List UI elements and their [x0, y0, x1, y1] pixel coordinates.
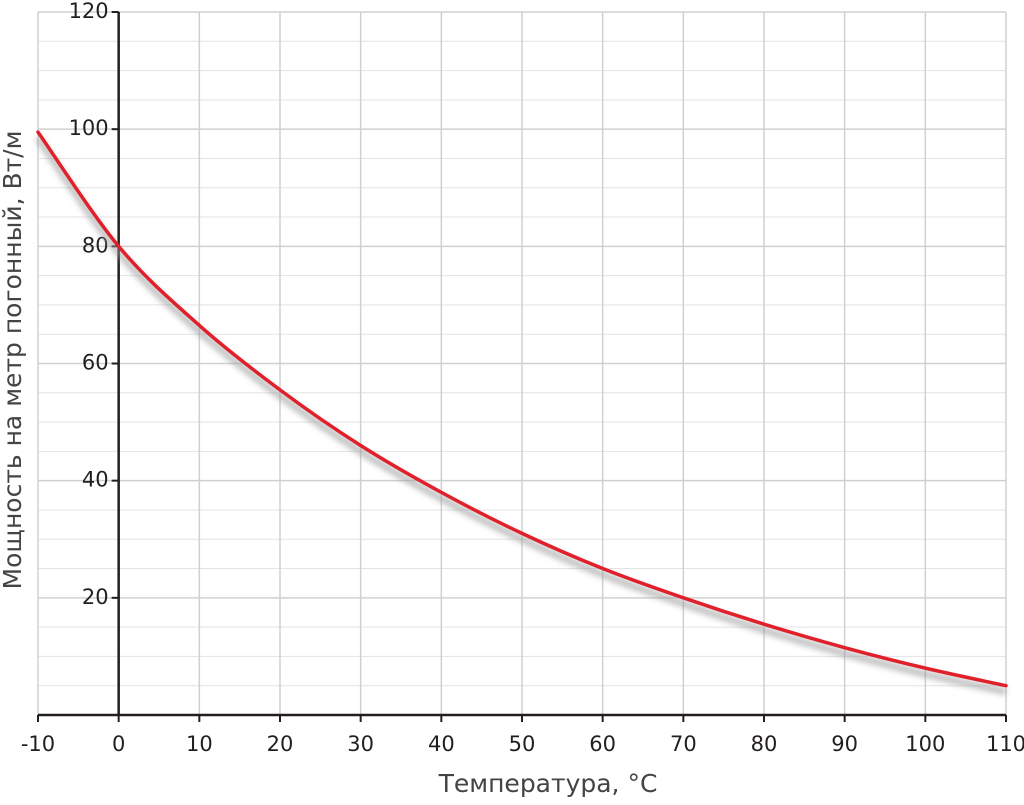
x-tick-label: 80: [751, 732, 778, 756]
x-tick-label: 20: [267, 732, 294, 756]
x-tick-label: 50: [509, 732, 536, 756]
x-tick-label: 40: [428, 732, 455, 756]
x-tick-label: 30: [347, 732, 374, 756]
y-tick-label: 80: [82, 233, 109, 257]
x-tick-label: 10: [186, 732, 213, 756]
y-tick-label: 100: [69, 116, 109, 140]
x-tick-label: 110: [986, 732, 1024, 756]
y-tick-label: 120: [69, 0, 109, 23]
x-axis-title: Температура, °С: [438, 769, 658, 798]
x-tick-label: 0: [112, 732, 125, 756]
x-tick-label: -10: [21, 732, 55, 756]
line: [36, 130, 1008, 688]
x-tick-label: 60: [589, 732, 616, 756]
x-tick-label: 100: [905, 732, 945, 756]
grid: [37, 11, 1007, 715]
y-tick-label: 60: [82, 351, 109, 375]
y-tick-label: 20: [82, 585, 109, 609]
y-tick-label: 40: [82, 468, 109, 492]
x-tick-label: 70: [670, 732, 697, 756]
y-axis-title: Мощность на метр погонный, Вт/м: [0, 131, 27, 590]
x-tick-label: 90: [831, 732, 858, 756]
line-shadow: [35, 136, 1007, 696]
